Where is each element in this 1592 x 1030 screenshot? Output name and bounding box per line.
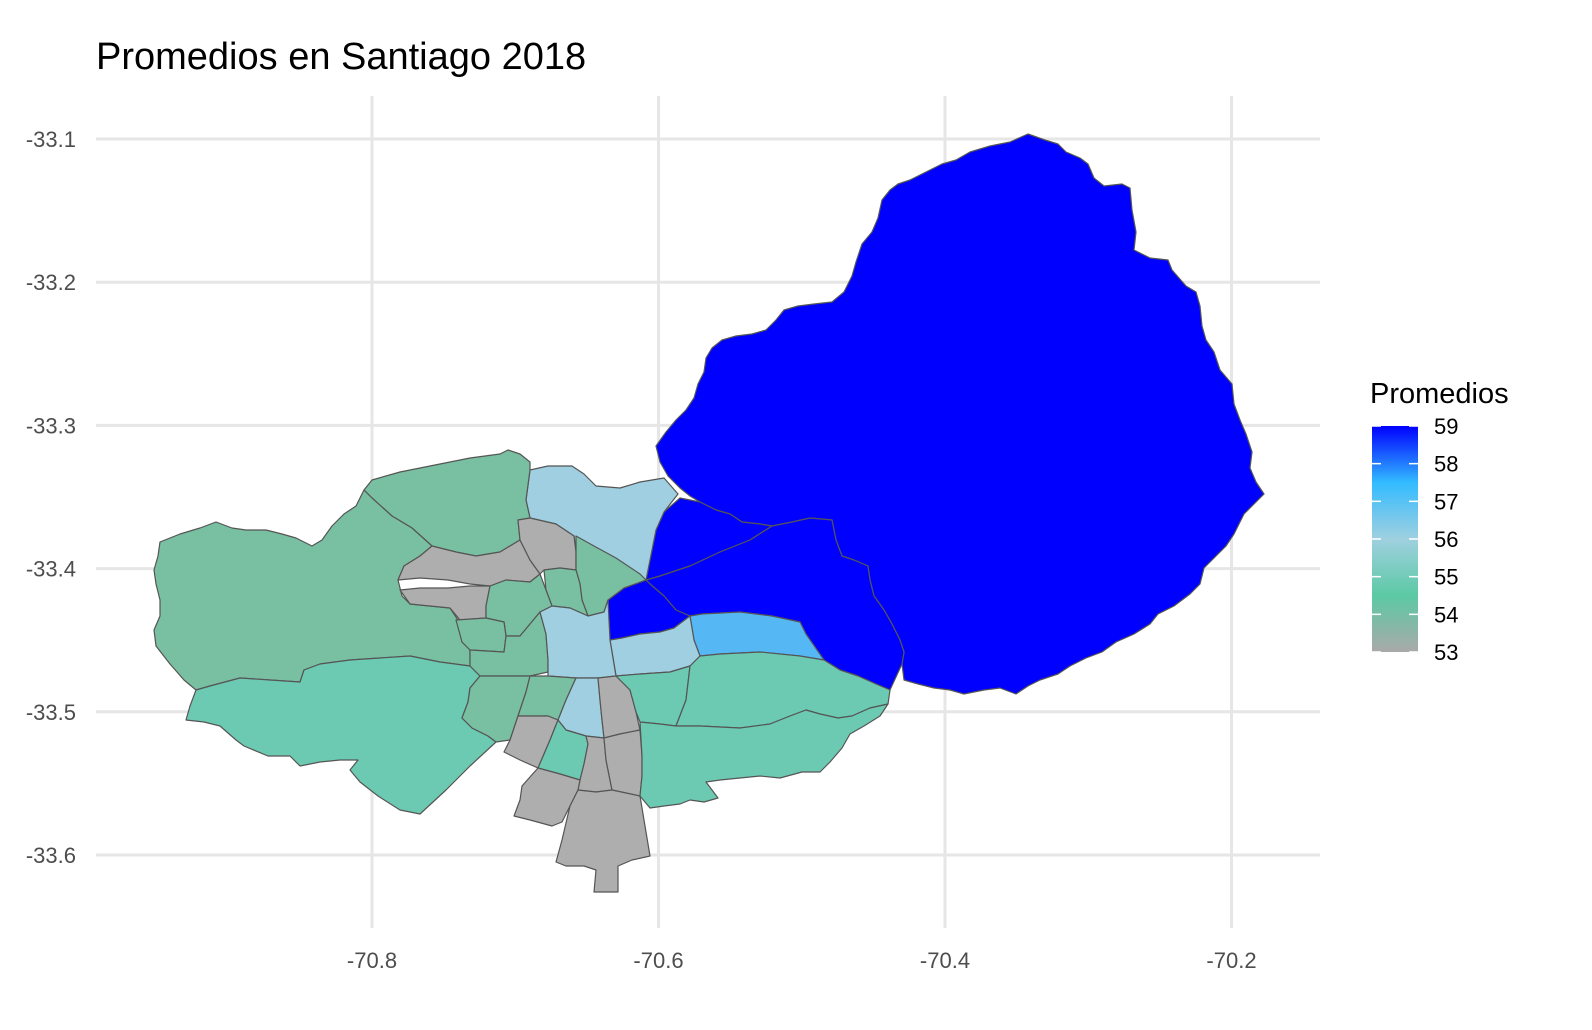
region-maipu — [185, 655, 497, 815]
x-tick-label: -70.4 — [920, 948, 970, 973]
y-tick-label: -33.5 — [26, 700, 76, 725]
legend-ticks: 59 58 57 56 55 54 53 — [1372, 414, 1458, 665]
region-el-bosque — [513, 767, 581, 827]
y-tick-label: -33.3 — [26, 413, 76, 438]
legend: Promedios 59 58 57 56 55 54 53 — [1370, 378, 1509, 665]
x-tick-label: -70.8 — [347, 948, 397, 973]
y-tick-label: -33.2 — [26, 270, 76, 295]
region-pudahuel — [153, 489, 471, 691]
axes: -70.8 -70.6 -70.4 -70.2 -33.1 -33.2 -33.3 -33.4… — [26, 127, 1257, 973]
x-tick-label: -70.6 — [633, 948, 683, 973]
legend-tick-label: 56 — [1434, 527, 1458, 552]
x-tick-label: -70.2 — [1206, 948, 1256, 973]
legend-title: Promedios — [1370, 378, 1509, 410]
legend-tick-label: 59 — [1434, 414, 1458, 439]
legend-tick-label: 55 — [1434, 565, 1458, 590]
legend-tick-label: 53 — [1434, 640, 1458, 665]
legend-tick-label: 57 — [1434, 489, 1458, 514]
map-regions — [153, 133, 1265, 893]
y-tick-label: -33.1 — [26, 127, 76, 152]
y-tick-label: -33.4 — [26, 557, 76, 582]
region-santiago-centro — [539, 599, 617, 679]
legend-tick-label: 58 — [1434, 452, 1458, 477]
chart-title: Promedios en Santiago 2018 — [96, 36, 587, 78]
region-la-florida — [639, 703, 889, 809]
y-tick-label: -33.6 — [26, 843, 76, 868]
legend-tick-label: 54 — [1434, 602, 1458, 627]
region-la-pintana — [555, 789, 651, 893]
